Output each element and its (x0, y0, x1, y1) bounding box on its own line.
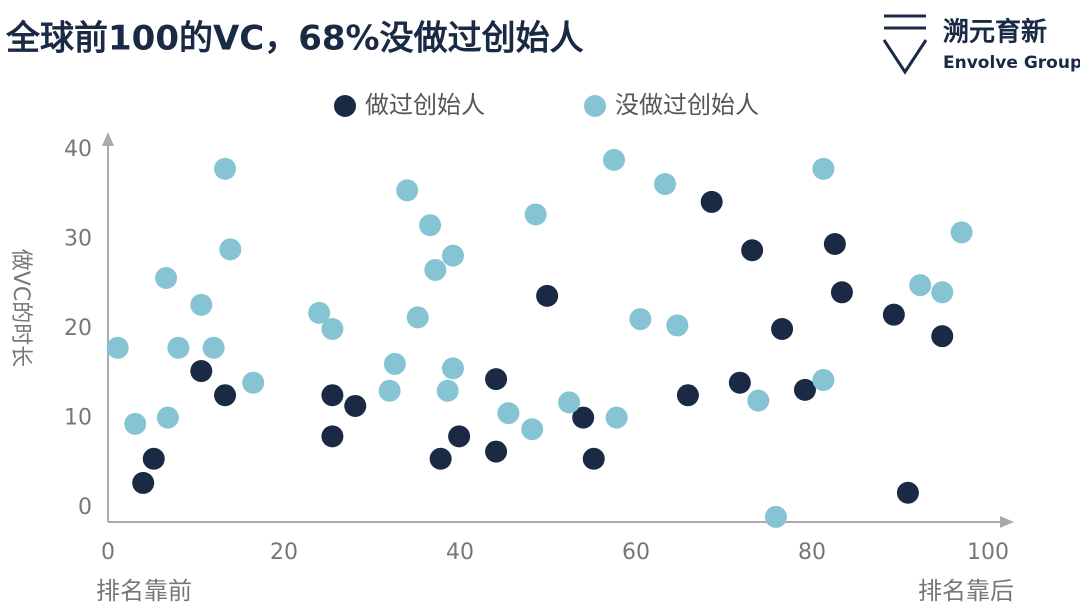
point (629, 308, 652, 331)
point (497, 402, 520, 425)
point (167, 336, 190, 359)
point (155, 266, 178, 289)
point (950, 221, 973, 244)
point (344, 394, 367, 417)
brand-subtitle: Envolve Group (943, 53, 1080, 73)
point (605, 406, 628, 429)
point (603, 148, 625, 171)
point (896, 481, 919, 504)
point (142, 447, 165, 470)
legend-marker (334, 95, 356, 117)
point (406, 306, 429, 329)
brand-name: 溯元育新 (943, 17, 1047, 48)
point (830, 281, 853, 304)
logo (882, 14, 928, 75)
y-tick-label: 40 (64, 137, 92, 162)
point (521, 418, 544, 441)
point (242, 371, 265, 394)
point (485, 368, 508, 391)
x-tick-label: 40 (446, 540, 474, 565)
point (106, 336, 129, 359)
point (424, 258, 447, 281)
point (321, 318, 344, 340)
x-label-right: 排名靠后 (918, 577, 1014, 605)
point (308, 301, 331, 324)
point (747, 389, 770, 412)
legend-marker (584, 95, 606, 117)
y-tick-label: 30 (64, 227, 92, 252)
point (812, 369, 835, 392)
point (190, 360, 213, 383)
legend-label: 没做过创始人 (615, 91, 759, 119)
x-tick-label: 100 (967, 540, 1009, 565)
point (202, 336, 225, 359)
x-tick-label: 60 (622, 540, 650, 565)
point (572, 406, 595, 429)
point (582, 447, 605, 470)
legend-label: 做过创始人 (365, 91, 485, 119)
y-tick-label: 10 (64, 405, 92, 430)
point (793, 378, 816, 401)
point (823, 232, 846, 255)
point (771, 318, 794, 340)
point (666, 314, 689, 337)
point (321, 425, 344, 448)
point (124, 412, 147, 435)
x-tick-label: 0 (101, 540, 115, 565)
point (441, 244, 464, 267)
point (448, 425, 471, 448)
point (219, 238, 242, 261)
point (441, 357, 464, 380)
point (214, 157, 237, 180)
point (190, 293, 213, 316)
point (132, 471, 155, 494)
point (654, 173, 677, 196)
point (558, 391, 581, 414)
point (214, 384, 237, 407)
y-axis-label: 做VC的时长 (8, 249, 33, 367)
x-label-left: 排名靠前 (96, 577, 192, 605)
point (700, 190, 723, 213)
point (321, 384, 344, 407)
axes (102, 132, 1014, 528)
point (764, 505, 787, 528)
point (419, 214, 442, 237)
point (156, 406, 179, 429)
y-tick-label: 0 (78, 495, 92, 520)
point (485, 440, 508, 463)
point (931, 281, 954, 304)
point (741, 239, 764, 262)
point (536, 284, 559, 307)
point (728, 371, 751, 394)
x-tick-label: 80 (798, 540, 826, 565)
point (396, 179, 419, 202)
point (524, 203, 547, 226)
chart-title: 全球前100的VC，68%没做过创始人 (5, 19, 584, 59)
y-tick-label: 20 (64, 316, 92, 341)
point (676, 384, 699, 407)
point (882, 303, 905, 326)
x-tick-label: 20 (270, 540, 298, 565)
point (429, 447, 452, 470)
point (436, 379, 459, 402)
point (383, 352, 406, 375)
point (909, 274, 932, 297)
point (931, 325, 954, 348)
point (378, 379, 401, 402)
point (812, 157, 835, 180)
